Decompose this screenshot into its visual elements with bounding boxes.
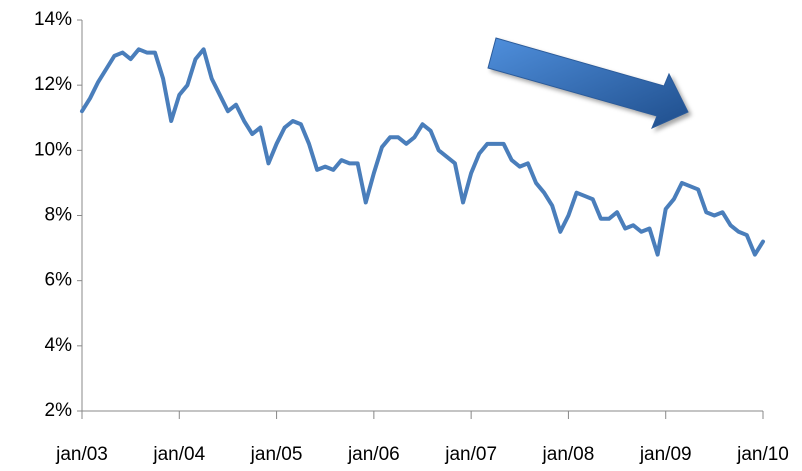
y-tick-label: 2%	[45, 400, 73, 421]
x-tick-label: jan/05	[250, 444, 303, 465]
x-tick-label: jan/09	[639, 444, 692, 465]
trend-arrow	[487, 37, 689, 129]
y-tick-label: 4%	[45, 335, 73, 356]
y-tick-label: 6%	[45, 270, 73, 291]
y-tick-label: 14%	[34, 9, 72, 30]
y-tick-label: 12%	[34, 74, 72, 95]
x-tick-label: jan/03	[55, 444, 108, 465]
x-tick-label: jan/04	[152, 444, 205, 465]
x-tick-label: jan/10	[736, 444, 789, 465]
x-tick-label: jan/08	[542, 444, 595, 465]
data-line	[80, 47, 765, 257]
y-tick-label: 8%	[45, 205, 73, 226]
x-tick-label: jan/07	[444, 444, 497, 465]
y-tick-label: 10%	[34, 139, 72, 160]
x-tick-label: jan/06	[347, 444, 400, 465]
